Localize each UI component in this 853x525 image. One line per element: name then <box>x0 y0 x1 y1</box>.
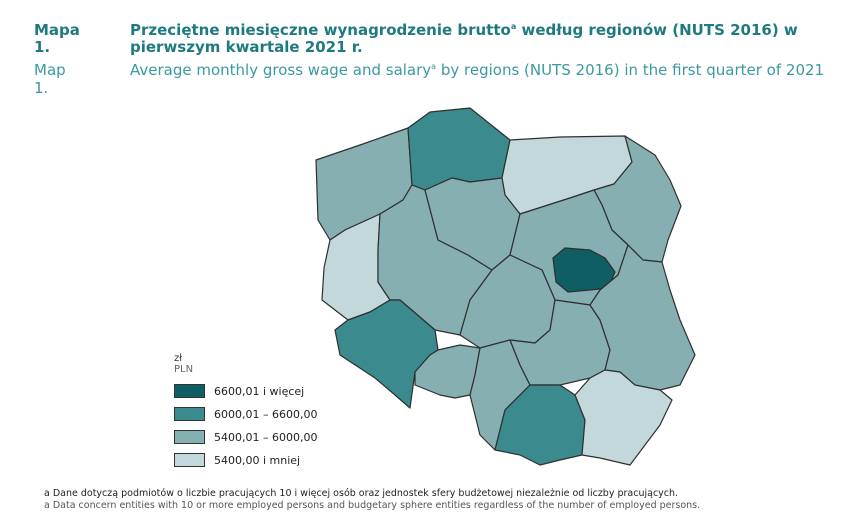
map-legend: zł PLN 6600,01 i więcej 6000,01 – 6600,0… <box>174 353 317 475</box>
legend-swatch <box>174 453 205 467</box>
region-pomorskie <box>407 107 511 191</box>
region-lubelskie <box>589 244 696 391</box>
legend-items: 6600,01 i więcej 6000,01 – 6600,00 5400,… <box>174 383 317 468</box>
footnote-english: a Data concern entities with 10 or more … <box>44 500 701 511</box>
footnote-marker: a <box>510 22 517 31</box>
footnote-polish: a Dane dotyczą podmiotów o liczbie pracu… <box>44 488 679 499</box>
legend-item: 5400,00 i mniej <box>174 452 317 468</box>
map-number-en: Map 1. <box>34 61 66 97</box>
map-number-pl: Mapa 1. <box>34 21 80 56</box>
legend-swatch <box>174 407 205 421</box>
region-podkarpackie <box>574 369 673 466</box>
legend-label: 6000,01 – 6600,00 <box>214 407 318 421</box>
footnote-marker: a <box>431 62 437 71</box>
legend-swatch <box>174 430 205 444</box>
legend-unit-en: PLN <box>174 364 194 375</box>
legend-swatch <box>174 384 205 398</box>
legend-unit-pl: zł <box>174 353 183 364</box>
legend-item: 6600,01 i więcej <box>174 383 317 399</box>
legend-item: 5400,01 – 6000,00 <box>174 429 317 445</box>
legend-label: 5400,00 i mniej <box>214 453 301 467</box>
legend-label: 5400,01 – 6000,00 <box>214 430 318 444</box>
map-title-en: Average monthly gross wage and salarya b… <box>130 61 825 79</box>
map-title-pl: Przeciętne miesięczne wynagrodzenie brut… <box>130 21 798 56</box>
legend-label: 6600,01 i więcej <box>214 384 305 398</box>
region-opolskie <box>414 344 481 399</box>
legend-item: 6000,01 – 6600,00 <box>174 406 317 422</box>
